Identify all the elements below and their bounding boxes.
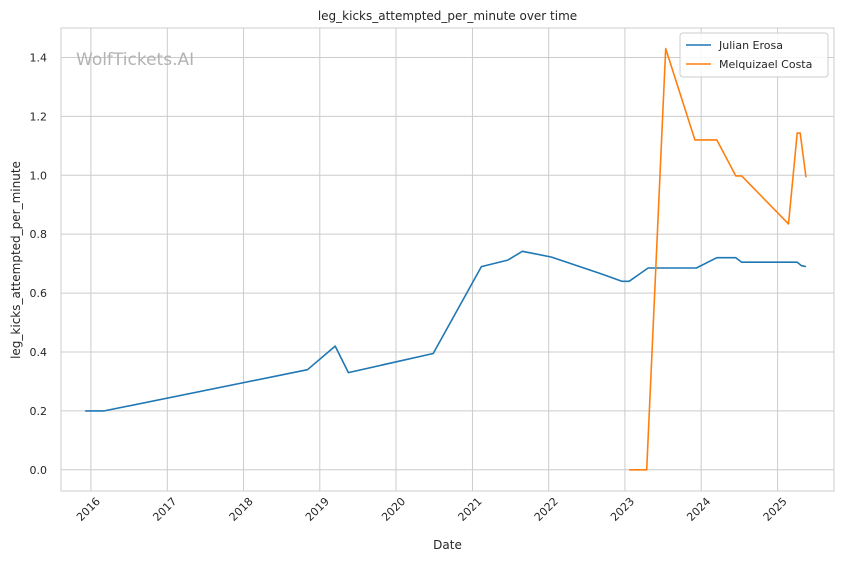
y-axis-label: leg_kicks_attempted_per_minute xyxy=(9,161,23,359)
series-line-melquizael-costa xyxy=(629,47,807,471)
legend-label-julian-erosa: Julian Erosa xyxy=(718,39,783,52)
y-axis-ticks: 0.0 0.2 0.4 0.6 0.8 1.0 1.2 1.4 xyxy=(30,51,48,476)
legend: Julian Erosa Melquizael Costa xyxy=(679,32,829,78)
y-tick-label: 1.4 xyxy=(30,51,48,64)
y-tick-label: 1.0 xyxy=(30,169,48,182)
y-tick-label: 0.8 xyxy=(30,228,48,241)
grid-lines xyxy=(61,28,834,491)
y-tick-label: 0.6 xyxy=(30,287,48,300)
y-tick-label: 0.0 xyxy=(30,464,48,477)
legend-box xyxy=(679,32,829,78)
y-tick-label: 1.2 xyxy=(30,110,48,123)
series-layer xyxy=(85,47,807,471)
legend-label-melquizael-costa: Melquizael Costa xyxy=(719,58,812,71)
y-tick-label: 0.4 xyxy=(30,346,48,359)
x-axis-label: Date xyxy=(433,538,462,552)
watermark: WolfTickets.AI xyxy=(76,50,194,70)
chart-title: leg_kicks_attempted_per_minute over time xyxy=(318,9,577,23)
y-tick-label: 0.2 xyxy=(30,405,48,418)
series-line-julian-erosa xyxy=(85,250,807,412)
plot-area-frame xyxy=(60,27,835,492)
